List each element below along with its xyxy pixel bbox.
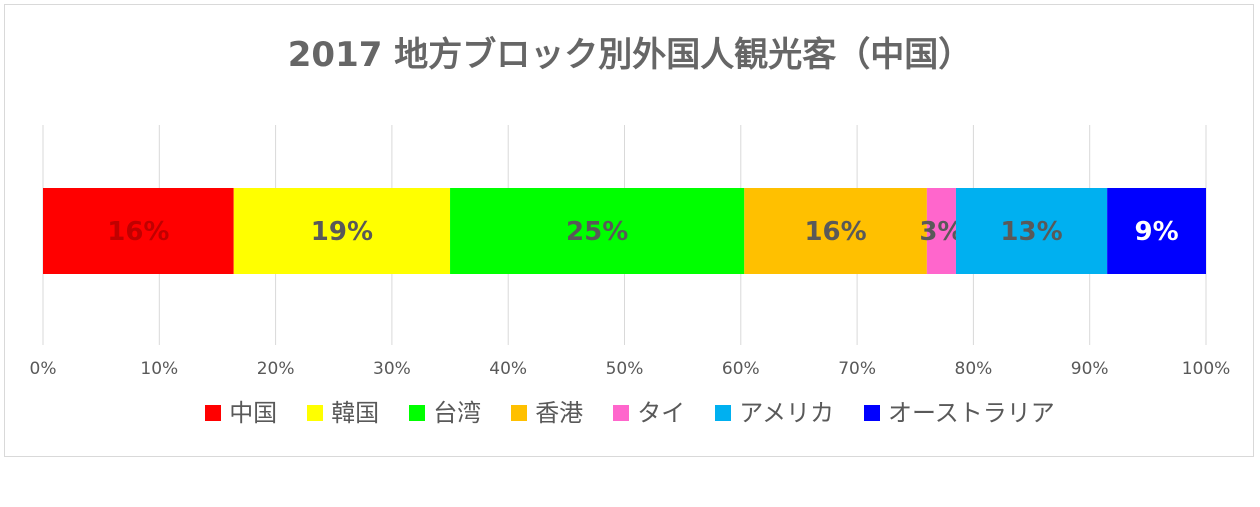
legend-item: 香港 — [511, 401, 583, 425]
x-tick-label: 70% — [838, 359, 876, 379]
legend-label: アメリカ — [739, 399, 834, 427]
legend-item: 中国 — [205, 401, 277, 425]
data-label: 19% — [311, 217, 373, 247]
legend-label: 台湾 — [433, 399, 482, 427]
bar-segment — [926, 188, 956, 274]
bar-segment — [233, 188, 451, 274]
x-tick-label: 90% — [1071, 359, 1109, 379]
bar-segment — [1107, 188, 1206, 274]
x-tick-label: 100% — [1182, 359, 1231, 379]
bar-segment — [450, 188, 745, 274]
legend-label: 韓国 — [331, 399, 380, 427]
legend-swatch — [613, 405, 630, 421]
legend-label: 香港 — [535, 399, 584, 427]
legend-item: オーストラリア — [864, 401, 1055, 425]
data-label: 25% — [566, 217, 628, 247]
x-tick-label: 50% — [606, 359, 644, 379]
legend-swatch — [409, 405, 426, 421]
legend-swatch — [205, 405, 222, 421]
chart-legend: 中国 韓国 台湾 香港 タイ アメリカ オーストラリア — [5, 401, 1255, 425]
legend-label: 中国 — [229, 399, 278, 427]
data-label: 16% — [804, 217, 866, 247]
legend-item: タイ — [613, 401, 685, 425]
bar-segment — [744, 188, 927, 274]
x-tick-label: 10% — [140, 359, 178, 379]
bar-segment — [955, 188, 1108, 274]
data-label: 13% — [1000, 217, 1062, 247]
legend-swatch — [307, 405, 324, 421]
x-tick-label: 0% — [30, 359, 57, 379]
legend-item: 台湾 — [409, 401, 481, 425]
data-label: 16% — [107, 217, 169, 247]
bar-segment — [43, 188, 234, 274]
x-tick-label: 20% — [257, 359, 295, 379]
x-tick-label: 30% — [373, 359, 411, 379]
legend-swatch — [511, 405, 528, 421]
legend-swatch — [864, 405, 880, 421]
legend-swatch — [715, 405, 732, 421]
x-tick-label: 60% — [722, 359, 760, 379]
chart-plot-area: 0% 10% 20% 30% 40% 50% 60% 70% 80% 90% 100% 16% 19% 2… — [30, 125, 1231, 379]
legend-label: オーストラリア — [888, 399, 1055, 427]
x-tick-label: 80% — [955, 359, 993, 379]
legend-item: アメリカ — [715, 401, 834, 425]
x-tick-label: 40% — [489, 359, 527, 379]
data-label: 9% — [1134, 217, 1178, 247]
legend-label: タイ — [637, 399, 686, 427]
chart-title: 2017 地方ブロック別外国人観光客（中国） — [287, 35, 973, 75]
chart-frame: 2017 地方ブロック別外国人観光客（中国） 0% 10% 20% 30% 40% 50%… — [4, 4, 1254, 457]
legend-item: 韓国 — [307, 401, 379, 425]
